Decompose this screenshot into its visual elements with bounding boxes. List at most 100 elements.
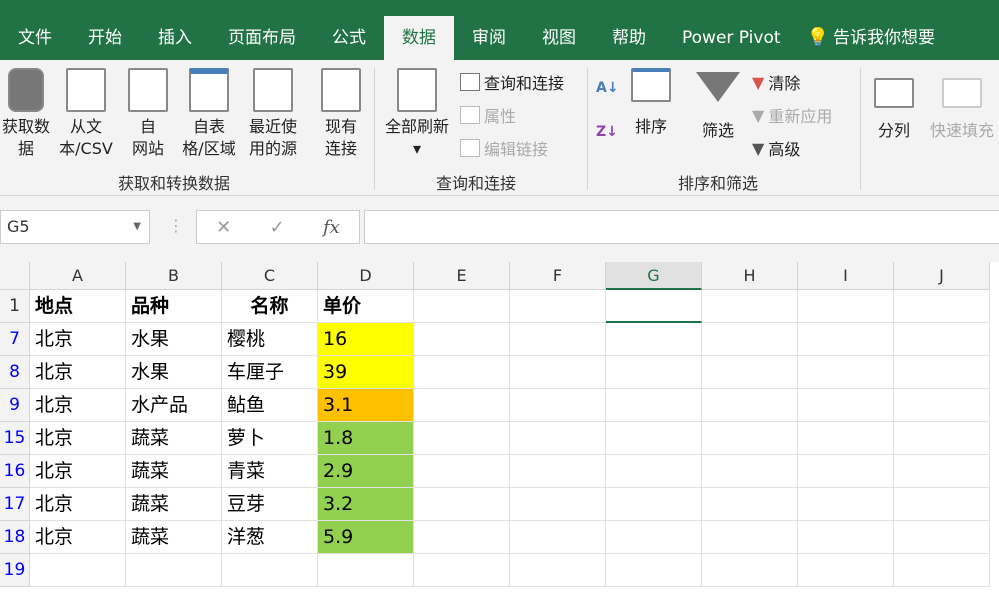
cell-C18[interactable]: 洋葱 — [222, 521, 318, 554]
tab-9[interactable]: Power Pivot — [682, 28, 781, 48]
cell-C8[interactable]: 车厘子 — [222, 356, 318, 389]
tab-5[interactable]: 数据 — [384, 16, 454, 60]
cell-H7[interactable] — [702, 323, 798, 356]
column-header-D[interactable]: D — [318, 262, 414, 290]
cell-A15[interactable]: 北京 — [30, 422, 126, 455]
cell-C19[interactable] — [222, 554, 318, 587]
cell-B8[interactable]: 水果 — [126, 356, 222, 389]
cell-J8[interactable] — [894, 356, 990, 389]
column-header-I[interactable]: I — [798, 262, 894, 290]
cell-J16[interactable] — [894, 455, 990, 488]
cell-D7[interactable]: 16 — [318, 323, 414, 356]
from-text-csv-button[interactable]: 从文 本/CSV — [56, 68, 116, 160]
cell-I15[interactable] — [798, 422, 894, 455]
cell-H9[interactable] — [702, 389, 798, 422]
cell-C15[interactable]: 萝卜 — [222, 422, 318, 455]
cell-G9[interactable] — [606, 389, 702, 422]
sort-ascending-button[interactable]: A↓ — [596, 80, 619, 96]
tab-7[interactable]: 视图 — [542, 28, 576, 48]
cell-C9[interactable]: 鲇鱼 — [222, 389, 318, 422]
cell-I17[interactable] — [798, 488, 894, 521]
cell-E7[interactable] — [414, 323, 510, 356]
cell-A1[interactable]: 地点 — [30, 290, 126, 323]
insert-function-icon[interactable]: fx — [323, 216, 340, 238]
cell-I19[interactable] — [798, 554, 894, 587]
row-header[interactable]: 15 — [0, 422, 30, 455]
cell-D18[interactable]: 5.9 — [318, 521, 414, 554]
cell-E19[interactable] — [414, 554, 510, 587]
cell-D17[interactable]: 3.2 — [318, 488, 414, 521]
tab-2[interactable]: 插入 — [158, 28, 192, 48]
row-header[interactable]: 17 — [0, 488, 30, 521]
column-header-A[interactable]: A — [30, 262, 126, 290]
filter-button[interactable]: 筛选 — [696, 68, 740, 142]
row-header[interactable]: 7 — [0, 323, 30, 356]
cell-G15[interactable] — [606, 422, 702, 455]
column-header-C[interactable]: C — [222, 262, 318, 290]
cell-H16[interactable] — [702, 455, 798, 488]
cell-H1[interactable] — [702, 290, 798, 323]
tab-4[interactable]: 公式 — [332, 28, 366, 48]
cell-G17[interactable] — [606, 488, 702, 521]
cell-I8[interactable] — [798, 356, 894, 389]
cell-F8[interactable] — [510, 356, 606, 389]
cell-H15[interactable] — [702, 422, 798, 455]
cell-C7[interactable]: 樱桃 — [222, 323, 318, 356]
cell-E1[interactable] — [414, 290, 510, 323]
cell-H18[interactable] — [702, 521, 798, 554]
cell-J9[interactable] — [894, 389, 990, 422]
cell-G7[interactable] — [606, 323, 702, 356]
row-header[interactable]: 9 — [0, 389, 30, 422]
cell-G19[interactable] — [606, 554, 702, 587]
cell-E16[interactable] — [414, 455, 510, 488]
cell-B17[interactable]: 蔬菜 — [126, 488, 222, 521]
row-header[interactable]: 1 — [0, 290, 30, 323]
cell-J1[interactable] — [894, 290, 990, 323]
cell-I1[interactable] — [798, 290, 894, 323]
cell-D15[interactable]: 1.8 — [318, 422, 414, 455]
row-header[interactable]: 19 — [0, 554, 30, 587]
cell-A17[interactable]: 北京 — [30, 488, 126, 521]
sort-descending-button[interactable]: Z↓ — [596, 124, 618, 140]
from-web-button[interactable]: 自网站 — [126, 68, 170, 160]
cell-E8[interactable] — [414, 356, 510, 389]
cell-J7[interactable] — [894, 323, 990, 356]
column-header-H[interactable]: H — [702, 262, 798, 290]
cell-A19[interactable] — [30, 554, 126, 587]
column-header-G[interactable]: G — [606, 262, 702, 290]
cell-A8[interactable]: 北京 — [30, 356, 126, 389]
cell-B16[interactable]: 蔬菜 — [126, 455, 222, 488]
cell-F15[interactable] — [510, 422, 606, 455]
cancel-icon[interactable]: ✕ — [216, 216, 232, 238]
tab-0[interactable]: 文件 — [18, 28, 52, 48]
cell-H8[interactable] — [702, 356, 798, 389]
column-header-B[interactable]: B — [126, 262, 222, 290]
cell-J18[interactable] — [894, 521, 990, 554]
cell-B1[interactable]: 品种 — [126, 290, 222, 323]
queries-connections-button[interactable]: 查询和连接 — [460, 70, 564, 94]
cell-F9[interactable] — [510, 389, 606, 422]
cell-F1[interactable] — [510, 290, 606, 323]
cell-E15[interactable] — [414, 422, 510, 455]
cell-F7[interactable] — [510, 323, 606, 356]
cell-G8[interactable] — [606, 356, 702, 389]
tab-3[interactable]: 页面布局 — [228, 28, 296, 48]
existing-connections-button[interactable]: 现有 连接 — [318, 68, 364, 160]
tab-6[interactable]: 审阅 — [472, 28, 506, 48]
row-header[interactable]: 16 — [0, 455, 30, 488]
cell-D8[interactable]: 39 — [318, 356, 414, 389]
refresh-all-button[interactable]: 全部刷新 ▾ — [380, 68, 454, 160]
cell-C1[interactable]: 名称 — [222, 290, 318, 323]
cell-B9[interactable]: 水产品 — [126, 389, 222, 422]
tab-8[interactable]: 帮助 — [612, 28, 646, 48]
cell-I18[interactable] — [798, 521, 894, 554]
cell-F18[interactable] — [510, 521, 606, 554]
cell-A7[interactable]: 北京 — [30, 323, 126, 356]
edit-links-button[interactable]: 编辑链接 — [460, 136, 548, 160]
cell-C17[interactable]: 豆芽 — [222, 488, 318, 521]
cell-D9[interactable]: 3.1 — [318, 389, 414, 422]
from-table-button[interactable]: 自表 格/区域 — [176, 68, 242, 160]
cell-A9[interactable]: 北京 — [30, 389, 126, 422]
row-header[interactable]: 18 — [0, 521, 30, 554]
cell-F16[interactable] — [510, 455, 606, 488]
